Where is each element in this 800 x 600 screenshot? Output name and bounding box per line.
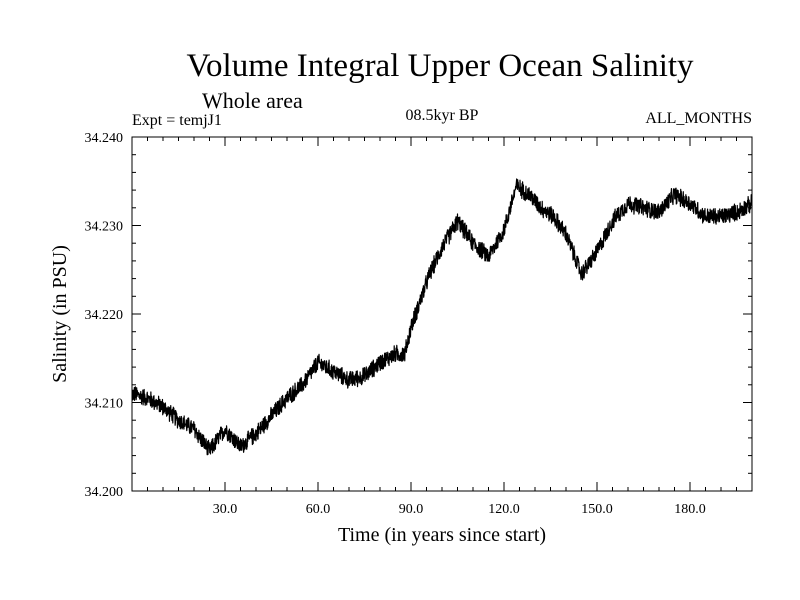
chart-subtitle: Whole area: [202, 88, 303, 113]
y-axis: 34.200 34.210 34.220 34.230 34.240: [85, 131, 752, 500]
x-tick-label: 90.0: [399, 502, 424, 517]
y-tick-label: 34.200: [85, 485, 124, 500]
chart-title: Volume Integral Upper Ocean Salinity: [186, 48, 694, 84]
y-tick-label: 34.230: [85, 220, 124, 235]
data-layer: [131, 178, 753, 456]
salinity-series-line: [131, 178, 753, 456]
plot-frame: [131, 136, 753, 492]
x-tick-label: 30.0: [213, 502, 238, 517]
x-tick-label: 150.0: [581, 502, 613, 517]
x-axis: 30.0 60.0 90.0 120.0 150.0 180.0: [147, 137, 737, 517]
experiment-label: Expt = temjJ1: [132, 112, 222, 129]
y-axis-label: Salinity (in PSU): [49, 245, 71, 383]
period-label: 08.5kyr BP: [405, 107, 479, 124]
x-tick-label: 180.0: [674, 502, 706, 517]
y-tick-label: 34.240: [85, 131, 124, 146]
x-tick-label: 60.0: [306, 502, 331, 517]
x-tick-label: 120.0: [488, 502, 520, 517]
months-label: ALL_MONTHS: [645, 110, 752, 127]
y-tick-label: 34.210: [85, 397, 124, 412]
y-tick-label: 34.220: [85, 308, 124, 323]
x-axis-label: Time (in years since start): [338, 524, 546, 546]
